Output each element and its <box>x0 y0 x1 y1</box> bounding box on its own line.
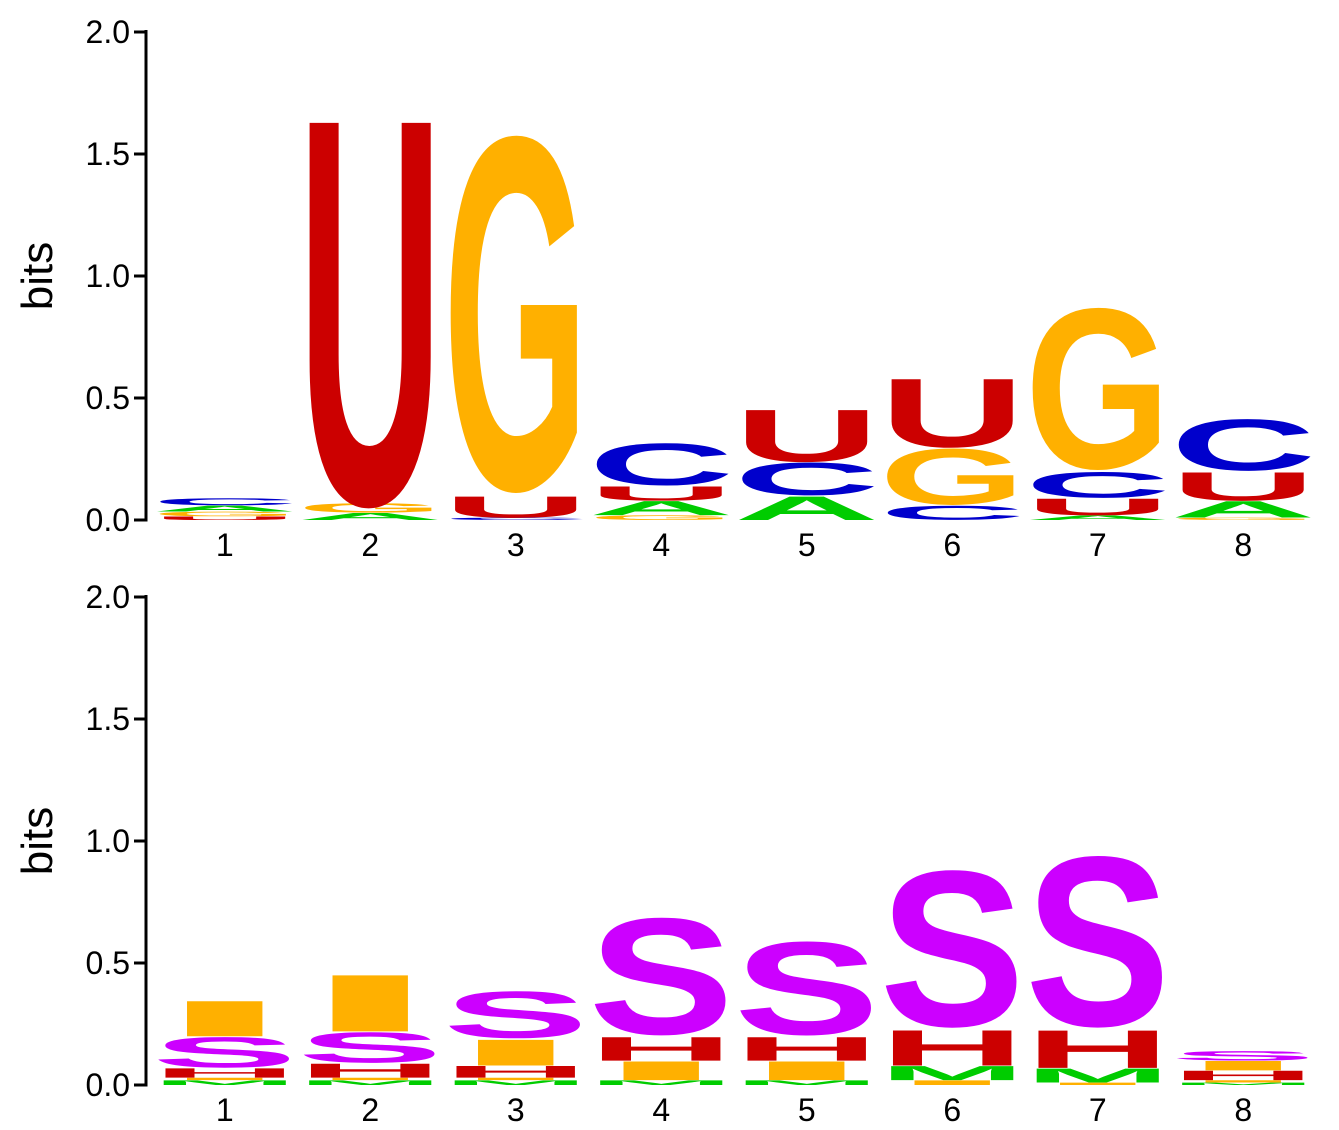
y-tick-label: 0.5 <box>86 380 130 416</box>
x-tick-label: 2 <box>361 1092 379 1128</box>
y-tick-label: 1.0 <box>86 258 130 294</box>
x-tick-label: 6 <box>943 1092 961 1128</box>
logo-letter-S: S <box>880 825 1025 1073</box>
x-tick-label: 6 <box>943 527 961 563</box>
x-tick-label: 7 <box>1089 527 1107 563</box>
x-tick-label: 1 <box>216 527 234 563</box>
x-tick-label: 3 <box>507 1092 525 1128</box>
logo-letter-G: G <box>443 32 588 596</box>
x-tick-label: 1 <box>216 1092 234 1128</box>
logo-letter-G: G <box>1025 262 1170 517</box>
x-tick-label: 4 <box>652 527 670 563</box>
logo-letter-I: I <box>298 958 443 1049</box>
logo-stack-3: CUG <box>443 32 589 596</box>
logo-stack-2: AGU <box>298 5 443 621</box>
y-tick-label: 1.5 <box>86 701 130 737</box>
x-tick-label: 7 <box>1089 1092 1107 1128</box>
logo-letter-C: C <box>589 431 734 498</box>
y-tick-label: 2.0 <box>86 579 130 615</box>
logo-letter-S: S <box>1025 806 1170 1077</box>
logo-letter-S: S <box>589 885 734 1070</box>
y-tick-label: 1.0 <box>86 823 130 859</box>
logo-letter-U: U <box>298 5 443 621</box>
x-tick-label: 5 <box>798 1092 816 1128</box>
x-tick-label: 5 <box>798 527 816 563</box>
logo-letter-C: C <box>1171 405 1316 486</box>
y-tick-label: 1.5 <box>86 136 130 172</box>
logo-letter-S: S <box>1171 1048 1316 1063</box>
y-axis-title: bits <box>13 807 62 875</box>
logo-letter-U: U <box>880 358 1025 468</box>
x-tick-label: 8 <box>1234 1092 1252 1128</box>
x-tick-label: 4 <box>652 1092 670 1128</box>
y-tick-label: 0.5 <box>86 945 130 981</box>
logo-stack-5: ACU <box>734 394 880 527</box>
logo-stack-6: CGU <box>880 358 1025 524</box>
logo-letter-C: C <box>152 496 297 507</box>
logo-letter-U: U <box>734 394 880 477</box>
logo-letter-I: I <box>152 990 297 1047</box>
y-tick-label: 0.0 <box>86 1067 130 1103</box>
x-tick-label: 8 <box>1234 527 1252 563</box>
y-tick-label: 0.0 <box>86 502 130 538</box>
y-axis-title: bits <box>13 242 62 310</box>
logo-stack-7: IMHS <box>1025 806 1170 1087</box>
logo-letter-S: S <box>443 978 589 1052</box>
y-tick-label: 2.0 <box>86 14 130 50</box>
logo-letter-S: S <box>734 915 879 1063</box>
